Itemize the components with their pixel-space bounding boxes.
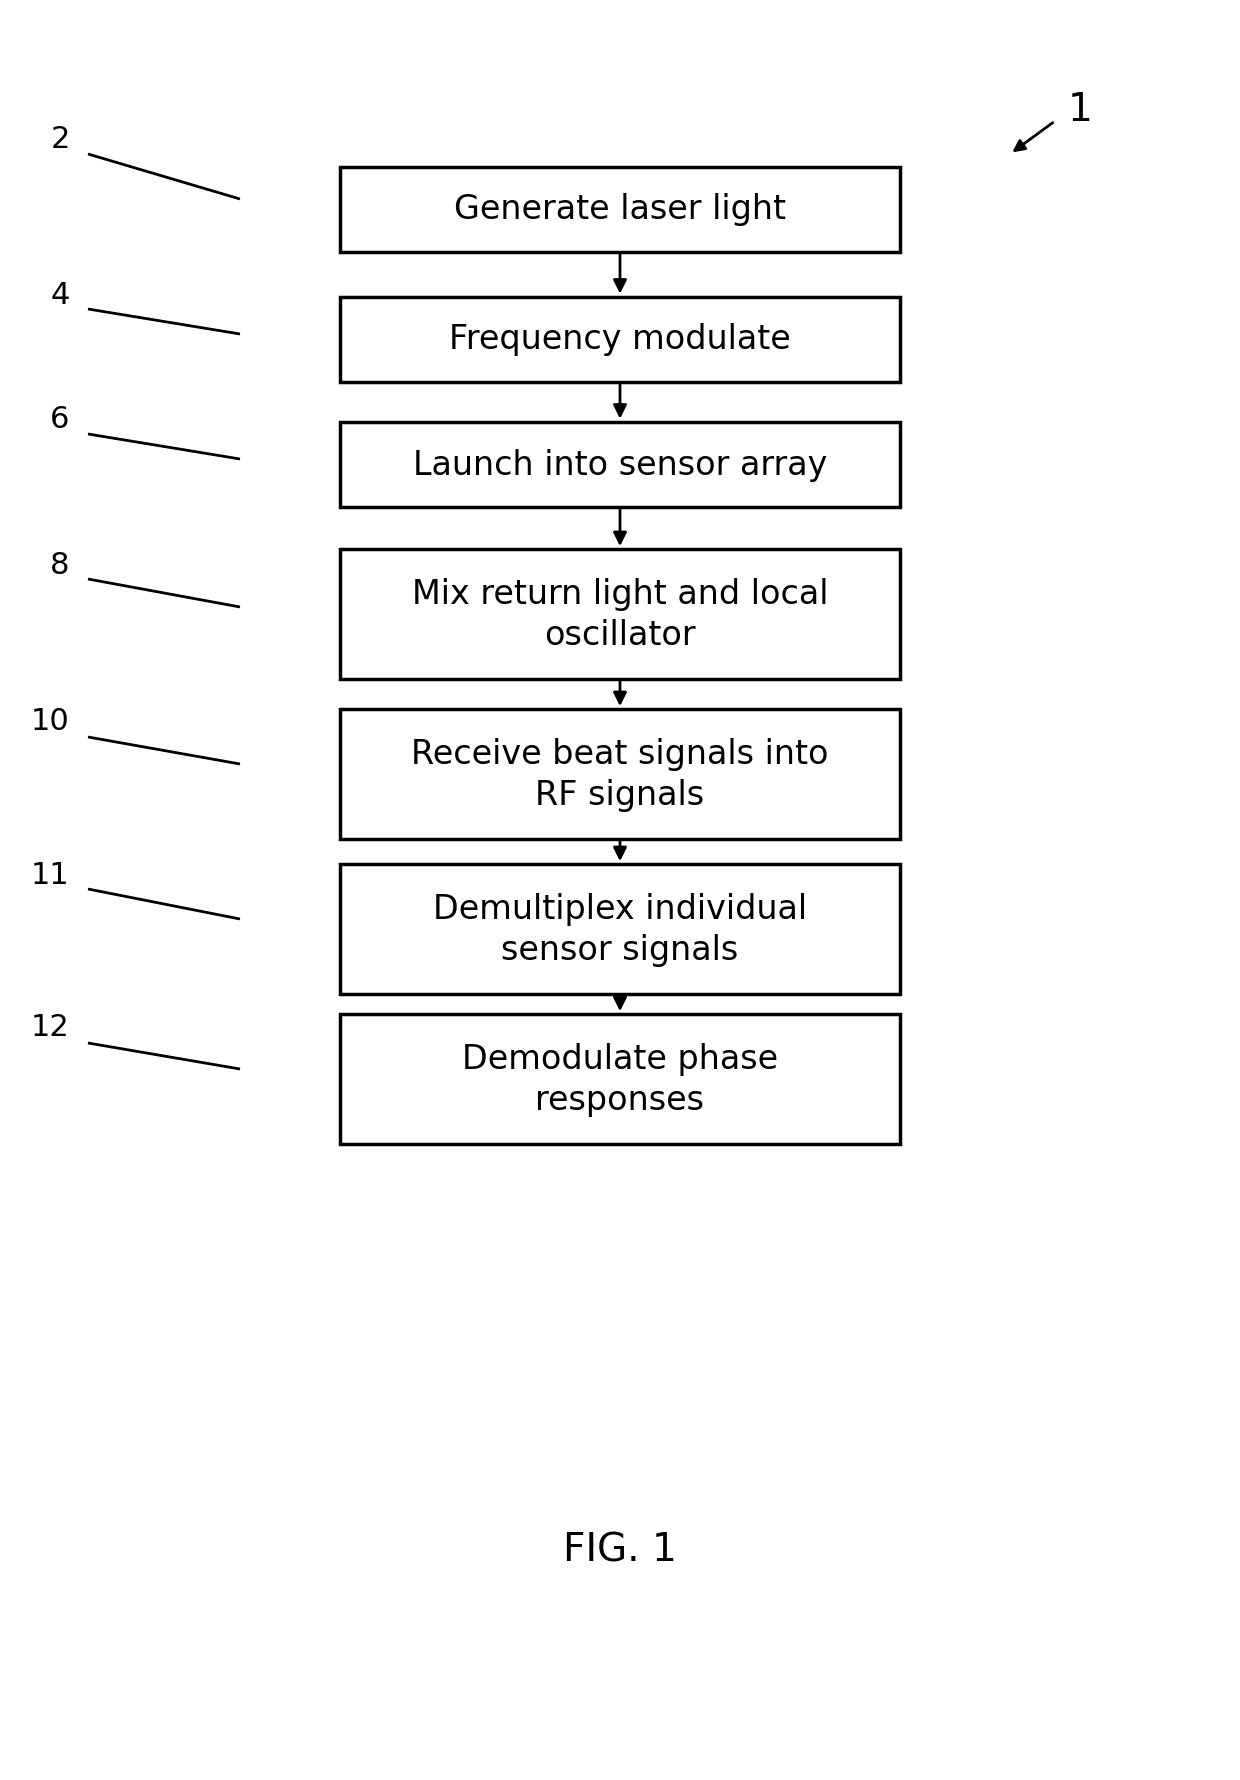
Bar xyxy=(340,710,900,840)
Text: Mix return light and local
oscillator: Mix return light and local oscillator xyxy=(412,578,828,651)
Bar xyxy=(340,297,900,383)
Text: 11: 11 xyxy=(31,860,69,888)
Text: 8: 8 xyxy=(51,550,69,578)
Bar xyxy=(340,550,900,680)
Text: FIG. 1: FIG. 1 xyxy=(563,1531,677,1568)
Text: 4: 4 xyxy=(51,279,69,310)
Text: Receive beat signals into
RF signals: Receive beat signals into RF signals xyxy=(412,737,828,812)
Text: Generate laser light: Generate laser light xyxy=(454,194,786,226)
Text: Launch into sensor array: Launch into sensor array xyxy=(413,449,827,481)
Bar xyxy=(340,865,900,995)
Bar xyxy=(340,1015,900,1145)
Text: Demultiplex individual
sensor signals: Demultiplex individual sensor signals xyxy=(433,892,807,967)
Text: 1: 1 xyxy=(1068,91,1092,128)
Text: 2: 2 xyxy=(51,125,69,155)
Bar xyxy=(340,167,900,253)
Text: Frequency modulate: Frequency modulate xyxy=(449,324,791,356)
Bar xyxy=(340,422,900,507)
Text: 6: 6 xyxy=(51,406,69,434)
Text: 12: 12 xyxy=(31,1013,69,1041)
Text: Demodulate phase
responses: Demodulate phase responses xyxy=(463,1043,777,1116)
Text: 10: 10 xyxy=(31,707,69,737)
